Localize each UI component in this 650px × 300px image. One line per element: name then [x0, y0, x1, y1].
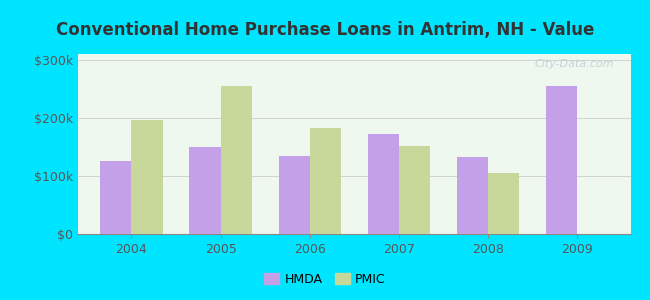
- Text: Conventional Home Purchase Loans in Antrim, NH - Value: Conventional Home Purchase Loans in Antr…: [56, 21, 594, 39]
- Bar: [368, 134, 399, 234]
- Legend: HMDA, PMIC: HMDA, PMIC: [259, 268, 391, 291]
- Bar: [100, 161, 131, 234]
- Bar: [309, 128, 341, 234]
- Bar: [220, 86, 252, 234]
- Bar: [488, 173, 519, 234]
- Bar: [457, 158, 488, 234]
- Bar: [399, 146, 430, 234]
- Bar: [189, 147, 220, 234]
- Bar: [278, 156, 309, 234]
- Text: City-Data.com: City-Data.com: [534, 59, 614, 69]
- Bar: [546, 86, 577, 234]
- Bar: [131, 120, 162, 234]
